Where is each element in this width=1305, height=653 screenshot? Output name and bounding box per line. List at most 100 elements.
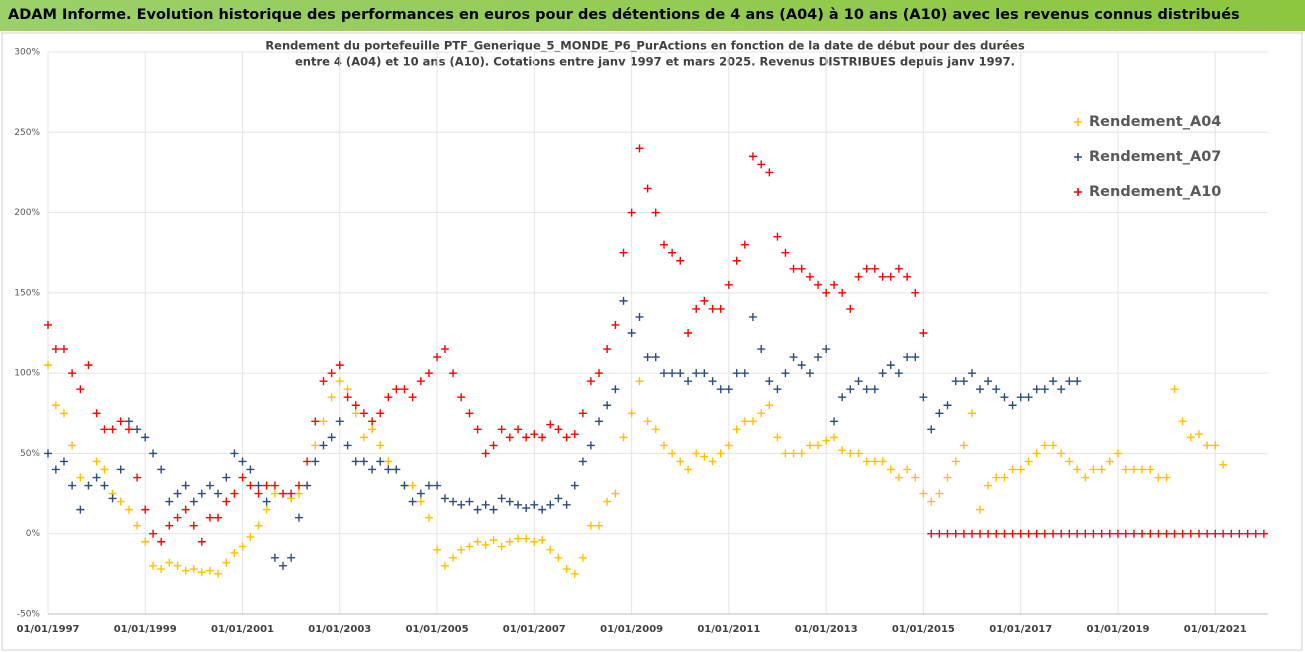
data-point: [400, 481, 409, 490]
data-point: [376, 457, 385, 466]
data-point: [1008, 465, 1017, 474]
data-point: [878, 457, 887, 466]
data-point: [238, 457, 247, 466]
data-point: [141, 537, 150, 546]
data-point: [619, 296, 628, 305]
data-point: [279, 561, 288, 570]
data-point: [222, 473, 231, 482]
data-point: [894, 264, 903, 273]
data-point: [376, 441, 385, 450]
data-point: [1203, 529, 1212, 538]
data-point: [1000, 473, 1009, 482]
data-point: [440, 494, 449, 503]
data-point: [392, 465, 401, 474]
data-point: [327, 393, 336, 402]
data-point: [1235, 529, 1244, 538]
data-point: [822, 288, 831, 297]
x-tick-label: 01/01/1997: [17, 624, 80, 635]
data-point: [51, 345, 60, 354]
data-point: [659, 240, 668, 249]
data-point: [1162, 473, 1171, 482]
chart-title: entre 4 (A04) et 10 ans (A10). Cotations…: [295, 55, 1015, 69]
data-point: [1243, 529, 1252, 538]
data-point: [724, 385, 733, 394]
data-point: [643, 353, 652, 362]
data-point: [627, 208, 636, 217]
data-point: [765, 377, 774, 386]
x-tick-label: 01/01/1999: [114, 624, 177, 635]
data-point: [935, 409, 944, 418]
data-point: [943, 473, 952, 482]
data-point: [748, 152, 757, 161]
data-point: [1065, 529, 1074, 538]
data-point: [1073, 377, 1082, 386]
data-point: [343, 385, 352, 394]
data-point: [1154, 473, 1163, 482]
data-point: [335, 361, 344, 370]
chart-title: Rendement du portefeuille PTF_Generique_…: [265, 39, 1024, 54]
data-point: [595, 369, 604, 378]
data-point: [270, 489, 279, 498]
data-point: [449, 369, 458, 378]
data-point: [189, 497, 198, 506]
data-point: [975, 385, 984, 394]
data-point: [76, 385, 85, 394]
data-point: [133, 473, 142, 482]
data-point: [530, 500, 539, 509]
data-point: [854, 272, 863, 281]
data-point: [1057, 385, 1066, 394]
data-point: [773, 385, 782, 394]
data-point: [368, 425, 377, 434]
data-point: [1178, 529, 1187, 538]
data-point: [165, 497, 174, 506]
data-point: [951, 377, 960, 386]
data-point: [708, 457, 717, 466]
data-point: [635, 144, 644, 153]
data-point: [76, 505, 85, 514]
data-point: [748, 417, 757, 426]
data-point: [822, 345, 831, 354]
data-point: [595, 417, 604, 426]
data-point: [522, 504, 531, 513]
data-point: [797, 449, 806, 458]
data-point: [830, 433, 839, 442]
data-point: [1121, 529, 1130, 538]
data-point: [684, 377, 693, 386]
data-point: [578, 553, 587, 562]
data-point: [254, 521, 263, 530]
data-point: [230, 548, 239, 557]
data-point: [141, 433, 150, 442]
x-tick-label: 01/01/2009: [600, 624, 663, 635]
data-point: [846, 385, 855, 394]
data-point: [822, 436, 831, 445]
data-point: [424, 481, 433, 490]
data-point: [433, 545, 442, 554]
data-point: [732, 369, 741, 378]
data-point: [1259, 529, 1268, 538]
data-point: [700, 369, 709, 378]
data-point: [530, 537, 539, 546]
y-tick-label: 250%: [14, 128, 40, 138]
y-tick-label: 0%: [26, 529, 41, 539]
data-point: [1186, 529, 1195, 538]
data-point: [554, 553, 563, 562]
data-point: [530, 430, 539, 439]
data-point: [1146, 465, 1155, 474]
data-point: [538, 505, 547, 514]
data-point: [1040, 529, 1049, 538]
data-point: [886, 465, 895, 474]
data-point: [68, 441, 77, 450]
data-point: [416, 489, 425, 498]
data-point: [862, 264, 871, 273]
data-point: [481, 500, 490, 509]
data-point: [505, 433, 514, 442]
data-point: [554, 494, 563, 503]
data-point: [116, 497, 125, 506]
data-point: [676, 369, 685, 378]
data-point: [870, 385, 879, 394]
data-point: [327, 433, 336, 442]
data-point: [457, 545, 466, 554]
data-point: [886, 272, 895, 281]
data-point: [765, 168, 774, 177]
